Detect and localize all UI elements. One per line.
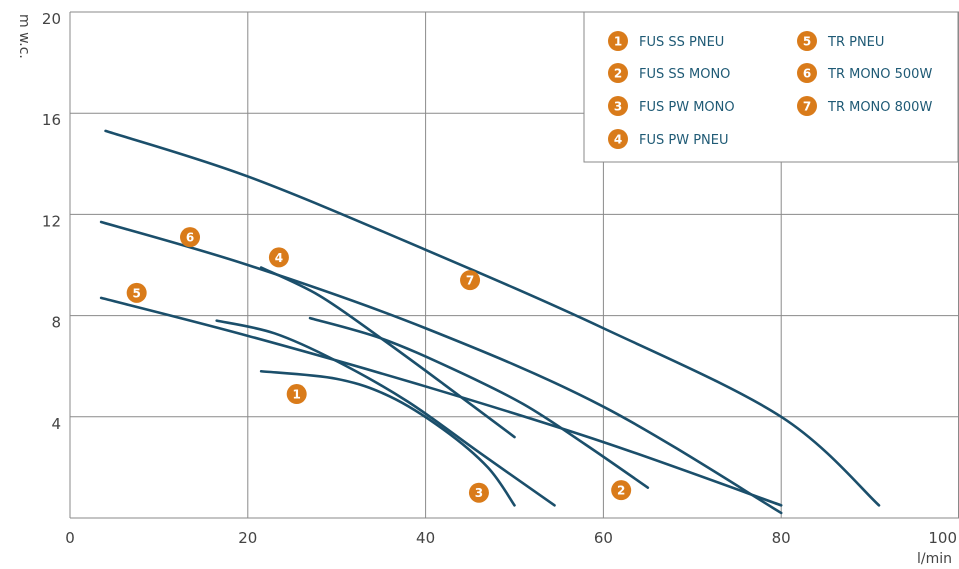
x-tick-label: 0 (65, 529, 75, 547)
badge-number: 7 (803, 100, 811, 114)
y-tick-label: 12 (42, 212, 61, 230)
legend-badge-1: 1 (608, 31, 628, 51)
legend-label-4: FUS PW PNEU (639, 133, 729, 148)
legend-label-1: FUS SS PNEU (639, 35, 724, 50)
badge-number: 4 (275, 251, 283, 265)
badge-circle (608, 96, 628, 116)
badge-circle (126, 282, 147, 303)
legend-badge-5: 5 (797, 31, 817, 51)
legend-badge-3: 3 (608, 96, 628, 116)
badge-number: 2 (614, 67, 622, 81)
series-group (99, 129, 881, 515)
badge-number: 2 (617, 484, 625, 498)
legend: 1 FUS SS PNEU 2 FUS SS MONO 3 FUS PW MONO 4 FUS… (583, 11, 959, 163)
badge-circle (797, 96, 817, 116)
badge-circle (460, 270, 481, 291)
series-line-6 (99, 220, 783, 515)
badge-circle (468, 482, 489, 503)
legend-label-5: TR PNEU (827, 35, 884, 50)
curve-label-5: 5 (126, 282, 147, 303)
badge-number: 1 (614, 35, 622, 49)
curve-label-2: 2 (611, 480, 632, 501)
curve-label-6: 6 (180, 227, 201, 248)
legend-label-6: TR MONO 500W (827, 67, 932, 82)
y-axis-label: m w.c. (16, 14, 32, 59)
x-tick-label: 20 (238, 529, 257, 547)
badge-number: 5 (132, 286, 140, 300)
curve-label-3: 3 (468, 482, 489, 503)
badge-circle (608, 31, 628, 51)
x-tick-label: 40 (416, 529, 435, 547)
y-tick-label: 16 (42, 111, 61, 129)
series-line-3 (215, 319, 556, 507)
x-tick-label: 100 (928, 529, 957, 547)
badge-circle (608, 129, 628, 149)
curve-label-1: 1 (286, 384, 307, 405)
series-line-1 (259, 369, 516, 507)
y-tick-label: 8 (51, 314, 61, 332)
badge-circle (797, 31, 817, 51)
badge-number: 7 (466, 274, 474, 288)
series-line-7 (104, 129, 881, 507)
legend-label-2: FUS SS MONO (639, 67, 730, 82)
x-tick-label: 60 (594, 529, 613, 547)
badge-number: 6 (186, 231, 194, 245)
badge-circle (180, 227, 201, 248)
badge-circle (611, 480, 632, 501)
badge-number: 3 (475, 486, 483, 500)
badge-number: 6 (803, 67, 811, 81)
legend-badge-6: 6 (797, 63, 817, 83)
badge-number: 3 (614, 100, 622, 114)
series-line-5 (99, 296, 783, 507)
badge-circle (608, 63, 628, 83)
y-tick-label: 4 (51, 415, 61, 433)
badge-number: 1 (293, 388, 301, 402)
legend-label-3: FUS PW MONO (639, 100, 735, 115)
badge-number: 5 (803, 35, 811, 49)
x-axis-label: l/min (917, 551, 952, 567)
legend-box (583, 11, 959, 163)
curve-label-7: 7 (460, 270, 481, 291)
x-tick-label: 80 (772, 529, 791, 547)
curve-labels: 1 2 3 4 5 6 7 (126, 227, 632, 503)
series-line-2 (308, 316, 650, 489)
legend-badge-2: 2 (608, 63, 628, 83)
badge-circle (268, 247, 289, 268)
badge-circle (797, 63, 817, 83)
legend-badge-7: 7 (797, 96, 817, 116)
badge-circle (286, 384, 307, 405)
curve-label-4: 4 (268, 247, 289, 268)
badge-number: 4 (614, 133, 622, 147)
legend-label-7: TR MONO 800W (827, 100, 932, 115)
legend-badge-4: 4 (608, 129, 628, 149)
series-line-4 (259, 266, 516, 439)
y-tick-label: 20 (42, 10, 61, 28)
